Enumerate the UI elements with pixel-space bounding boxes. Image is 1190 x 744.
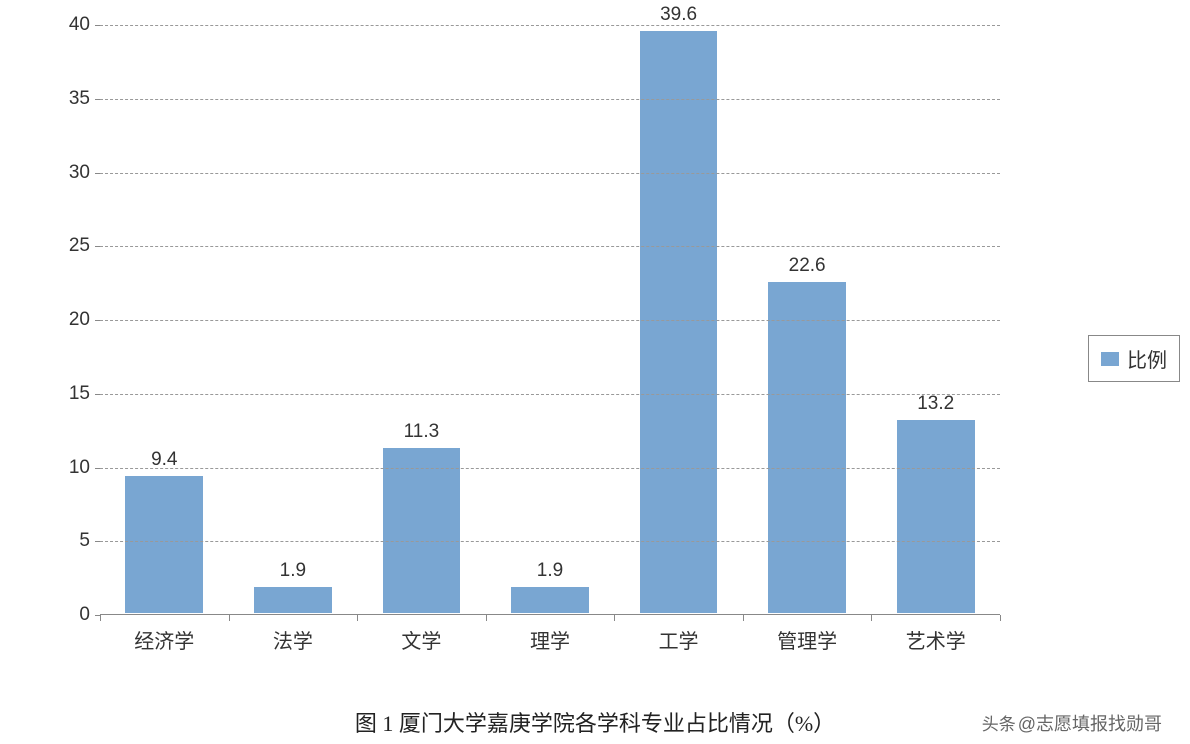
x-tick-mark bbox=[1000, 615, 1001, 621]
bar-value-label: 1.9 bbox=[280, 560, 306, 582]
x-tick-label: 工学 bbox=[659, 625, 699, 654]
y-tick-mark bbox=[95, 394, 100, 395]
x-tick-mark bbox=[743, 615, 744, 621]
grid-line bbox=[100, 25, 1000, 26]
x-tick-mark bbox=[229, 615, 230, 621]
y-tick-label: 20 bbox=[50, 309, 90, 331]
grid-line bbox=[100, 394, 1000, 395]
grid-line bbox=[100, 99, 1000, 100]
y-tick-mark bbox=[95, 246, 100, 247]
x-tick-mark bbox=[486, 615, 487, 621]
x-tick-mark bbox=[100, 615, 101, 621]
legend-swatch bbox=[1101, 352, 1119, 366]
bar bbox=[124, 475, 204, 614]
y-tick-label: 15 bbox=[50, 383, 90, 405]
x-tick-mark bbox=[871, 615, 872, 621]
y-tick-label: 25 bbox=[50, 235, 90, 257]
x-tick-label: 艺术学 bbox=[906, 625, 966, 654]
bar bbox=[767, 281, 847, 614]
bar bbox=[253, 586, 333, 614]
bar-value-label: 39.6 bbox=[660, 4, 697, 26]
x-tick-label: 理学 bbox=[530, 625, 570, 654]
bar bbox=[510, 586, 590, 614]
bar bbox=[639, 30, 719, 614]
grid-line bbox=[100, 320, 1000, 321]
grid-line bbox=[100, 468, 1000, 469]
watermark: 头条@志愿填报找勋哥 bbox=[982, 710, 1162, 736]
y-tick-mark bbox=[95, 541, 100, 542]
grid-line bbox=[100, 246, 1000, 247]
bar-value-label: 13.2 bbox=[917, 393, 954, 415]
bar bbox=[896, 419, 976, 614]
y-tick-label: 35 bbox=[50, 88, 90, 110]
x-tick-label: 法学 bbox=[273, 625, 313, 654]
y-tick-mark bbox=[95, 99, 100, 100]
y-tick-label: 40 bbox=[50, 14, 90, 36]
grid-line bbox=[100, 173, 1000, 174]
chart-container: 9.41.911.31.939.622.613.2 05101520253035… bbox=[45, 10, 1045, 690]
y-tick-label: 0 bbox=[50, 604, 90, 626]
watermark-text: @志愿填报找勋哥 bbox=[1018, 714, 1162, 734]
legend: 比例 bbox=[1088, 335, 1180, 382]
bar-value-label: 22.6 bbox=[789, 255, 826, 277]
x-tick-mark bbox=[614, 615, 615, 621]
x-tick-mark bbox=[357, 615, 358, 621]
plot-area: 9.41.911.31.939.622.613.2 05101520253035… bbox=[100, 25, 1000, 615]
y-tick-label: 5 bbox=[50, 530, 90, 552]
legend-label: 比例 bbox=[1127, 344, 1167, 373]
y-tick-label: 10 bbox=[50, 457, 90, 479]
y-tick-mark bbox=[95, 173, 100, 174]
y-tick-mark bbox=[95, 468, 100, 469]
x-tick-label: 经济学 bbox=[134, 625, 194, 654]
x-tick-label: 文学 bbox=[401, 625, 441, 654]
watermark-icon: 头条 bbox=[982, 715, 1016, 734]
grid-line bbox=[100, 541, 1000, 542]
y-tick-mark bbox=[95, 25, 100, 26]
y-tick-label: 30 bbox=[50, 162, 90, 184]
bar-value-label: 11.3 bbox=[404, 421, 440, 443]
bar-value-label: 1.9 bbox=[537, 560, 563, 582]
bar bbox=[382, 447, 462, 614]
x-tick-label: 管理学 bbox=[777, 625, 837, 654]
y-tick-mark bbox=[95, 320, 100, 321]
